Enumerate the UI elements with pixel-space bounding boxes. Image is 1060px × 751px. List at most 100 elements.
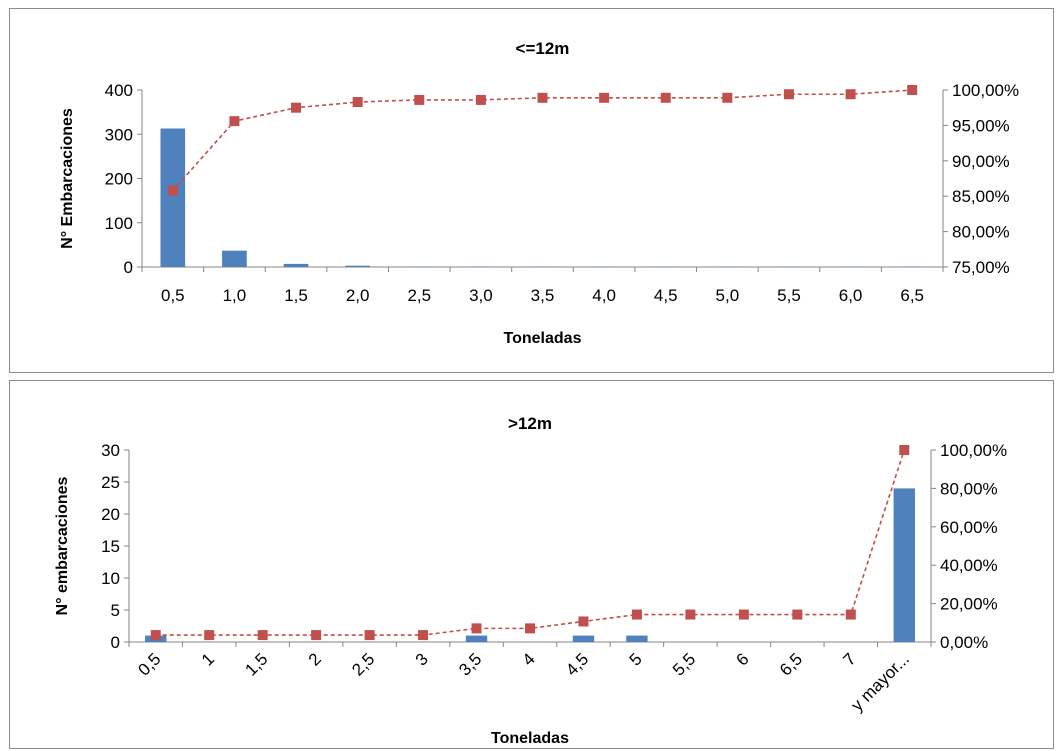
- y2-tick-label: 40,00%: [940, 556, 998, 575]
- x-tick-label: 1,5: [241, 649, 271, 679]
- chart-title: >12m: [508, 414, 552, 433]
- x-tick-label: 1,0: [223, 286, 247, 305]
- cumulative-point: [204, 630, 215, 641]
- y2-tick-label: 20,00%: [940, 595, 998, 614]
- x-tick-label: 5,0: [716, 286, 740, 305]
- chart-panel-top: <=12m 0 100 200 300 400 75,00% 80,00% 85,00% 90,0…: [9, 8, 1054, 373]
- cumulative-point: [291, 102, 302, 113]
- x-tick-label: 7: [839, 649, 859, 669]
- x-tick-label: 6,5: [900, 286, 924, 305]
- y-tick-label: 300: [105, 125, 133, 144]
- cumulative-point: [845, 609, 856, 620]
- chart-bottom: >12m0510152025300,00%20,00%40,00%60,00%8…: [54, 414, 1007, 747]
- x-tick-label: 3,5: [531, 286, 555, 305]
- cumulative-point: [738, 609, 749, 620]
- x-tick-label: 1,5: [284, 286, 308, 305]
- x-tick-label: 3,0: [469, 286, 493, 305]
- y-tick-label: 400: [105, 81, 133, 100]
- cumulative-point: [414, 94, 425, 105]
- x-tick-label: 1: [198, 649, 218, 669]
- chart-top: <=12m 0 100 200 300 400 75,00% 80,00% 85,00% 90,0…: [59, 39, 1019, 347]
- cumulative-point: [150, 630, 161, 641]
- cumulative-point: [471, 623, 482, 634]
- x-tick-label: 6,0: [839, 286, 863, 305]
- y2-tick-label: 80,00%: [952, 223, 1010, 242]
- chart-panel-bottom: >12m 0 5 10 15 20 25 30 0,00% 20,00% 40,00% 60,00% 8…: [9, 380, 1054, 749]
- cumulative-point: [631, 609, 642, 620]
- x-tick-label: 5: [626, 649, 646, 669]
- y-tick-label: 0: [124, 258, 133, 277]
- y-tick-label: 10: [101, 569, 120, 588]
- cumulative-point: [364, 630, 375, 641]
- y2-tick-label: 0,00%: [940, 633, 988, 652]
- cumulative-point: [660, 92, 671, 103]
- bar: [222, 250, 247, 267]
- cumulative-point: [845, 89, 856, 100]
- cumulative-point: [525, 623, 535, 634]
- bar: [465, 635, 488, 642]
- cumulative-point: [167, 185, 178, 196]
- x-tick-label: 2: [305, 649, 325, 669]
- x-tick-label: 3,5: [455, 649, 485, 679]
- x-tick-label: 2,5: [407, 286, 431, 305]
- x-tick-label: 0,5: [161, 286, 185, 305]
- bar: [893, 488, 915, 642]
- cumulative-point: [792, 609, 803, 620]
- chart-title: <=12m: [516, 39, 570, 58]
- x-tick-label: 6,5: [776, 649, 806, 679]
- y-tick-label: 0: [111, 633, 120, 652]
- y-tick-label: 15: [101, 537, 120, 556]
- y2-tick-label: 60,00%: [940, 518, 998, 537]
- x-tick-label: 4,0: [592, 286, 616, 305]
- y-tick-label: 5: [111, 601, 120, 620]
- x-tick-label: 3: [412, 649, 432, 669]
- y-tick-label: 20: [101, 505, 120, 524]
- cumulative-point: [899, 445, 910, 455]
- cumulative-point: [578, 616, 589, 627]
- bar: [626, 635, 648, 642]
- x-tick-label: 4,5: [562, 649, 592, 679]
- bar: [572, 635, 595, 642]
- x-tick-label: 5,5: [777, 286, 801, 305]
- x-tick-label: y mayor...: [848, 649, 914, 715]
- y-tick-label: 200: [105, 170, 133, 189]
- cumulative-point: [599, 92, 610, 103]
- cumulative-point: [257, 630, 268, 641]
- y2-tick-label: 90,00%: [952, 152, 1010, 171]
- x-tick-label: 2,5: [348, 649, 378, 679]
- x-tick-label: 6: [733, 649, 753, 669]
- cumulative-line: [172, 89, 913, 192]
- y-tick-label: 25: [101, 473, 120, 492]
- y2-tick-label: 100,00%: [940, 441, 1007, 460]
- bar: [160, 128, 186, 267]
- x-tick-label: 2,0: [346, 286, 370, 305]
- y2-tick-label: 75,00%: [952, 258, 1010, 277]
- cumulative-point: [352, 97, 363, 108]
- cumulative-point: [311, 630, 322, 641]
- y2-tick-label: 100,00%: [952, 81, 1019, 100]
- cumulative-point: [907, 85, 918, 95]
- x-axis-title: Toneladas: [491, 730, 569, 747]
- x-tick-label: 5,5: [669, 649, 699, 679]
- y2-tick-label: 95,00%: [952, 116, 1010, 135]
- x-tick-label: 0,5: [134, 649, 164, 679]
- y-axis-title: N° Embarcaciones: [59, 108, 76, 249]
- cumulative-point: [722, 92, 733, 103]
- y-tick-label: 100: [105, 214, 133, 233]
- cumulative-point: [229, 116, 240, 127]
- cumulative-line: [155, 449, 906, 636]
- bar: [283, 263, 309, 267]
- cumulative-point: [475, 94, 486, 105]
- y2-tick-label: 85,00%: [952, 187, 1010, 206]
- bar: [345, 265, 370, 267]
- y-tick-label: 30: [101, 441, 120, 460]
- x-tick-label: 4: [519, 649, 539, 669]
- cumulative-point: [418, 630, 429, 641]
- x-tick-label: 4,5: [654, 286, 678, 305]
- cumulative-point: [783, 89, 794, 100]
- cumulative-point: [685, 609, 696, 620]
- y2-tick-label: 80,00%: [940, 479, 998, 498]
- x-axis-title: Toneladas: [504, 330, 582, 347]
- y-axis-title: N° embarcaciones: [54, 476, 71, 615]
- cumulative-point: [537, 92, 548, 103]
